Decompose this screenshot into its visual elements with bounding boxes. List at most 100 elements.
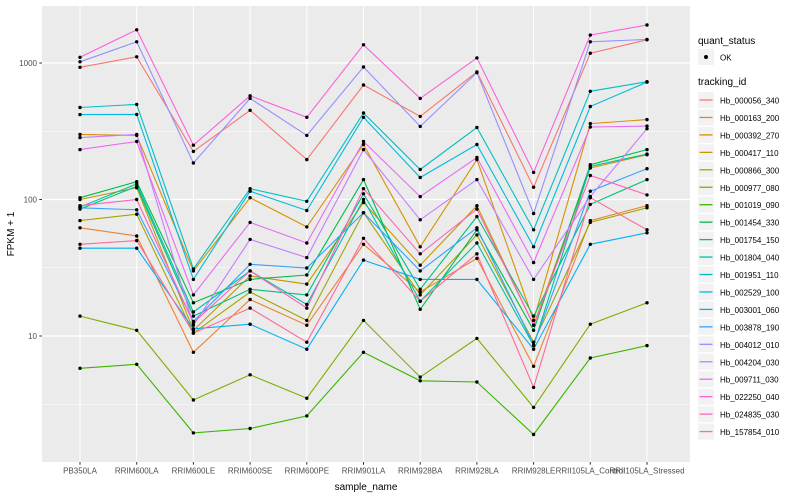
axis-tick-labels: 10 100 1000 PB350LA RRIM600LA RRIM600LE RRIM60… bbox=[19, 59, 684, 476]
data-point bbox=[305, 115, 309, 120]
data-point bbox=[645, 23, 649, 27]
data-point bbox=[418, 375, 422, 379]
data-point bbox=[361, 211, 366, 215]
data-point bbox=[645, 228, 649, 232]
data-point bbox=[645, 301, 649, 305]
data-point bbox=[361, 111, 366, 115]
data-point bbox=[248, 189, 252, 193]
data-point bbox=[475, 207, 479, 211]
tracking-id-legend-title: tracking_id bbox=[698, 77, 746, 88]
data-point bbox=[305, 302, 309, 307]
data-point bbox=[305, 396, 309, 400]
data-point bbox=[418, 245, 422, 249]
legend-item-label: Hb_000417_110 bbox=[720, 149, 779, 158]
data-point bbox=[588, 33, 592, 37]
x-tick-label: PB350LA bbox=[63, 467, 97, 476]
legend-item-label: Hb_000392_270 bbox=[720, 131, 780, 140]
data-point bbox=[418, 299, 422, 303]
data-point bbox=[475, 226, 479, 230]
data-point bbox=[361, 200, 366, 205]
data-point bbox=[78, 204, 82, 208]
data-point bbox=[248, 306, 252, 310]
data-point bbox=[361, 147, 366, 152]
data-point bbox=[588, 356, 592, 360]
data-point bbox=[645, 177, 649, 182]
data-point bbox=[475, 241, 479, 245]
data-point bbox=[361, 318, 366, 323]
data-point bbox=[531, 328, 536, 332]
data-point bbox=[191, 267, 196, 271]
data-point bbox=[305, 266, 309, 270]
data-point bbox=[475, 56, 479, 60]
data-point bbox=[475, 125, 479, 130]
data-point bbox=[191, 327, 196, 331]
data-point bbox=[531, 432, 536, 437]
data-point bbox=[135, 55, 139, 59]
x-tick-label: RRIM928BA bbox=[398, 467, 443, 476]
data-point bbox=[418, 252, 422, 256]
data-point bbox=[191, 310, 196, 314]
data-point bbox=[531, 314, 536, 318]
data-point bbox=[531, 323, 536, 327]
data-point bbox=[361, 258, 366, 262]
x-tick-label: RRII105LA_Control bbox=[556, 467, 626, 476]
data-point bbox=[645, 231, 649, 235]
data-point bbox=[78, 314, 82, 318]
data-point bbox=[135, 212, 139, 216]
data-point bbox=[78, 147, 82, 152]
data-point bbox=[248, 277, 252, 282]
data-point bbox=[475, 336, 479, 341]
legend-item-label: Hb_000866_300 bbox=[720, 166, 780, 175]
data-point bbox=[531, 405, 536, 410]
data-point bbox=[418, 307, 422, 311]
data-point bbox=[531, 170, 536, 175]
axis-ticks bbox=[39, 62, 648, 465]
data-point bbox=[305, 318, 309, 323]
data-point bbox=[78, 242, 82, 246]
data-point bbox=[135, 182, 139, 186]
data-point bbox=[418, 277, 422, 282]
data-point bbox=[475, 214, 479, 219]
plot-panel bbox=[42, 6, 690, 462]
data-point bbox=[475, 256, 479, 261]
x-tick-label: RRIM600PE bbox=[285, 467, 329, 476]
data-point bbox=[361, 187, 366, 191]
data-point bbox=[418, 269, 422, 273]
data-point bbox=[418, 293, 422, 297]
data-point bbox=[78, 218, 82, 223]
data-point bbox=[531, 245, 536, 249]
y-tick-label: 10 bbox=[28, 332, 37, 341]
data-point bbox=[588, 202, 592, 207]
data-point bbox=[78, 226, 82, 230]
data-point bbox=[191, 143, 196, 147]
data-point bbox=[191, 321, 196, 325]
data-point bbox=[475, 252, 479, 256]
data-point bbox=[305, 282, 309, 286]
data-point bbox=[475, 70, 479, 75]
legend-item-label: OK bbox=[720, 54, 732, 63]
data-point bbox=[135, 238, 139, 243]
data-point bbox=[78, 196, 82, 200]
data-point bbox=[418, 379, 422, 383]
data-point bbox=[248, 322, 252, 326]
data-point bbox=[135, 112, 139, 117]
data-point bbox=[645, 343, 649, 348]
data-point bbox=[588, 189, 592, 193]
data-point bbox=[588, 173, 592, 178]
data-point bbox=[191, 301, 196, 305]
x-tick-label: RRII105LA_Stressed bbox=[609, 467, 684, 476]
data-point bbox=[588, 125, 592, 129]
data-point bbox=[305, 340, 309, 344]
data-point bbox=[475, 177, 479, 182]
data-point bbox=[531, 343, 536, 347]
x-tick-label: RRIM901LA bbox=[342, 467, 386, 476]
quant-status-legend-title: quant_status bbox=[698, 36, 755, 47]
y-tick-label: 1000 bbox=[19, 59, 37, 68]
data-point bbox=[248, 220, 252, 225]
data-point bbox=[248, 94, 252, 98]
data-point bbox=[418, 263, 422, 267]
data-point bbox=[248, 108, 252, 113]
point-marker-icon bbox=[704, 55, 708, 59]
data-point bbox=[248, 297, 252, 302]
